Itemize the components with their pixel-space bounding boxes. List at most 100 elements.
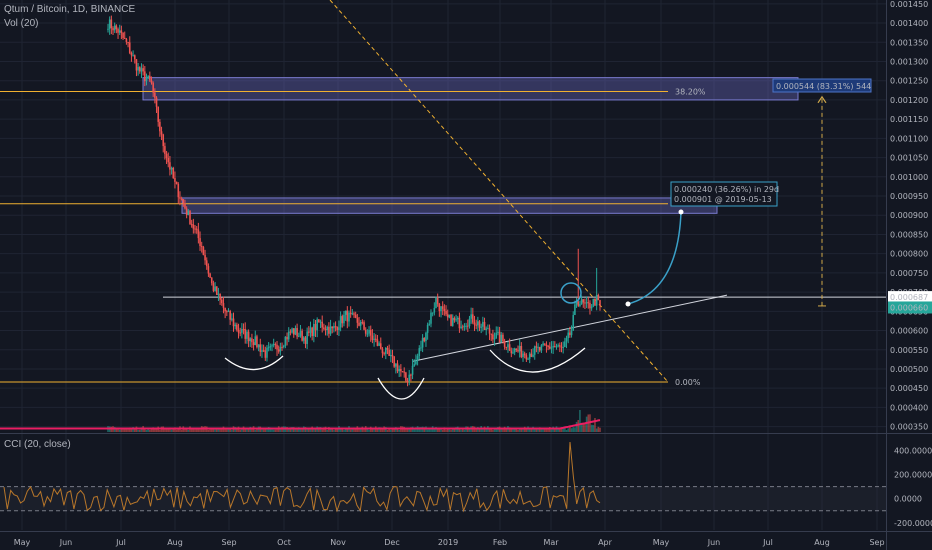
month-label: May	[14, 538, 31, 547]
volume-bar	[246, 428, 248, 432]
candle-body	[175, 181, 178, 184]
candle-body	[393, 356, 395, 367]
head-arc	[377, 377, 425, 400]
candle-body	[530, 353, 533, 357]
volume-bar	[463, 429, 466, 432]
candle-body	[433, 307, 436, 313]
volume-bar	[569, 426, 571, 432]
volume-bar	[184, 429, 186, 432]
price-tick-label: 0.000950	[890, 192, 928, 201]
volume-bar	[264, 427, 267, 432]
candle-body	[478, 321, 481, 328]
volume-bar	[299, 427, 302, 432]
candle-body	[162, 134, 165, 147]
candle-body	[470, 314, 472, 319]
candle-body	[498, 331, 501, 343]
month-label: Jun	[707, 538, 721, 547]
volume-bar	[169, 427, 171, 432]
candle-body	[396, 363, 399, 372]
candle-body	[502, 334, 504, 342]
volume-bar	[451, 429, 454, 432]
volume-bar	[318, 427, 320, 432]
candle-body	[160, 131, 163, 135]
breakout-highlight-circle	[560, 282, 582, 304]
volume-bar	[443, 427, 446, 432]
volume-bar	[396, 428, 399, 432]
volume-bar	[254, 429, 257, 432]
candle-body	[418, 348, 421, 357]
candle-body	[229, 311, 231, 320]
candle-body	[460, 326, 462, 329]
candle-body	[204, 254, 206, 261]
volume-bar	[296, 427, 298, 432]
projection-curve	[627, 211, 682, 305]
price-tick-label: 0.000500	[890, 365, 928, 374]
volume-bar	[329, 428, 332, 432]
volume-bar	[482, 428, 484, 432]
candle-body	[195, 228, 198, 230]
candle-body	[475, 324, 477, 326]
candle-body	[525, 355, 528, 360]
candle-body	[371, 335, 374, 340]
candle-body	[172, 167, 175, 179]
volume-bar	[560, 427, 563, 432]
price-tick-label: 0.001450	[890, 0, 928, 9]
candle-body	[440, 306, 442, 312]
candle-body	[314, 323, 317, 331]
volume-bar	[438, 427, 441, 432]
volume-bar	[118, 429, 121, 432]
candle-body	[261, 350, 263, 352]
volume-bar	[321, 429, 324, 432]
price-tick-label: 0.001000	[890, 173, 928, 182]
last-price-badge-label: 0.000687	[890, 293, 928, 302]
volume-bar	[351, 429, 354, 432]
volume-bar	[127, 427, 129, 432]
candle-body	[249, 338, 252, 342]
price-tick-label: 0.000800	[890, 250, 928, 259]
volume-bar	[366, 428, 369, 432]
volume-bar	[236, 427, 238, 432]
candle-body	[145, 78, 148, 82]
candle-body	[386, 347, 389, 350]
volume-bar	[167, 429, 170, 432]
volume-bar	[599, 427, 601, 432]
candle-body	[217, 293, 220, 295]
volume-bar	[492, 429, 494, 432]
candle-body	[420, 347, 422, 349]
price-tick-label: 0.001200	[890, 96, 928, 105]
candle-body	[527, 358, 529, 360]
candle-body	[569, 332, 571, 336]
volume-bar	[460, 429, 462, 432]
candle-body	[302, 337, 305, 341]
candle-body	[231, 318, 233, 320]
candle-body	[144, 71, 146, 82]
candle-body	[537, 347, 539, 349]
volume-bar	[339, 427, 342, 432]
volume-bar	[144, 429, 146, 432]
candle-body	[445, 311, 447, 315]
candle-body	[451, 317, 454, 326]
volume-bar	[597, 426, 600, 432]
month-label: Apr	[598, 538, 613, 547]
price-tick-label: 0.000400	[890, 403, 928, 412]
projection-small-sublabel: 0.000901 @ 2019-05-13	[674, 195, 772, 204]
volume-bar	[359, 429, 362, 432]
month-label: Sep	[221, 538, 236, 547]
volume-label: Vol (20)	[4, 18, 39, 29]
volume-bar	[386, 429, 389, 432]
candle-body	[112, 28, 114, 31]
candle-body	[522, 353, 524, 358]
cci-tick-label: -200.0000	[894, 519, 932, 528]
month-label: Jul	[762, 538, 773, 547]
candle-body	[185, 208, 188, 215]
candle-body	[575, 301, 578, 305]
volume-bar	[190, 427, 193, 432]
candle-body	[194, 228, 196, 230]
volume-bar	[229, 429, 231, 432]
candle-body	[138, 67, 141, 72]
candle-body	[328, 326, 330, 334]
candle-body	[353, 313, 355, 315]
candle-body	[115, 25, 118, 30]
price-tick-label: 0.001350	[890, 38, 928, 47]
